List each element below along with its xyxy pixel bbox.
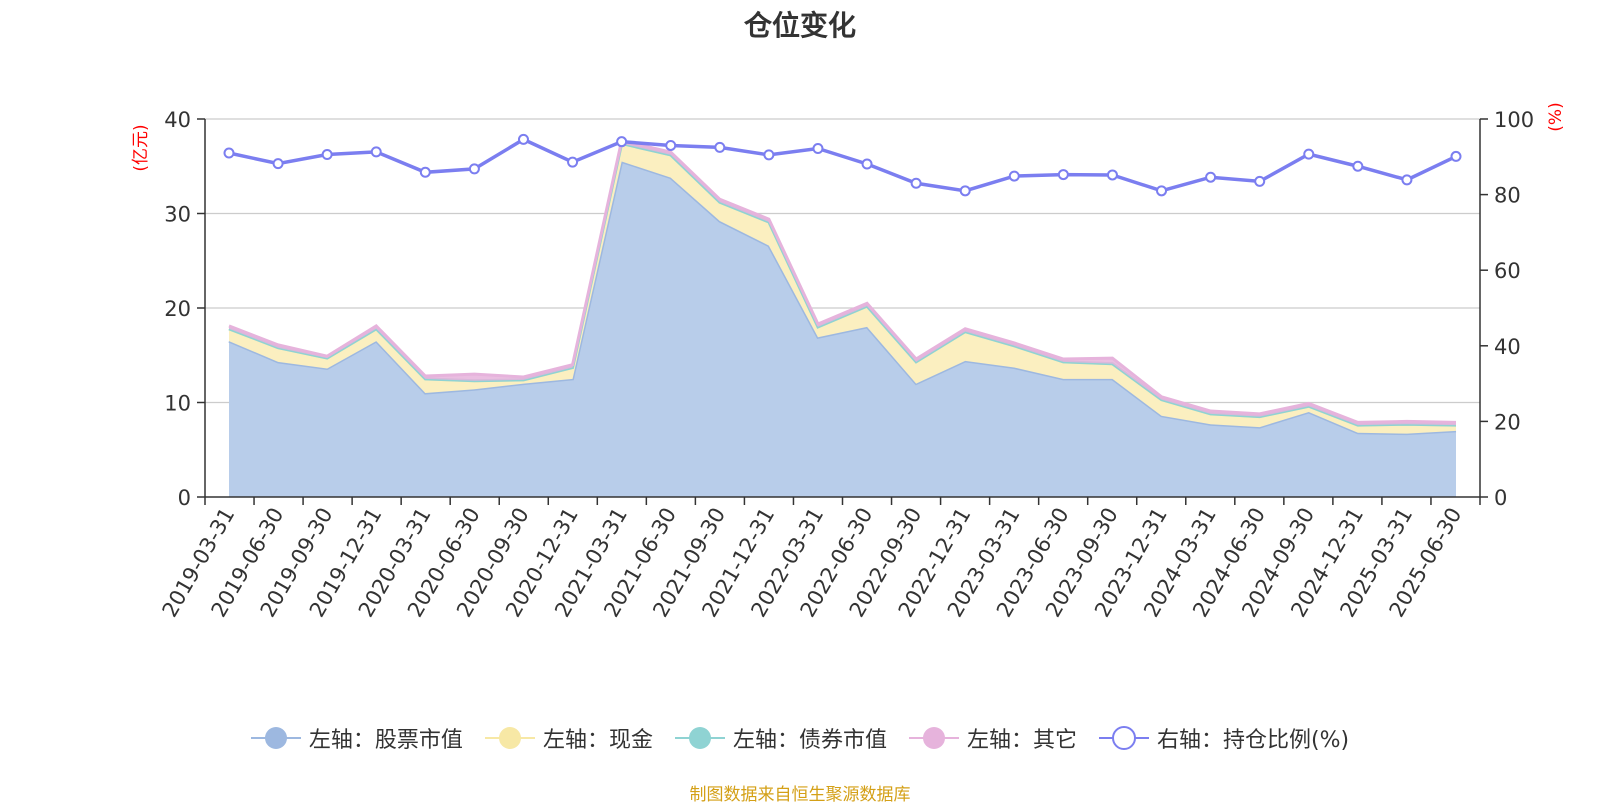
ratio-point: [370, 146, 382, 158]
ratio-point: [1156, 185, 1168, 197]
right-tick-label: 80: [1494, 184, 1521, 208]
source-note: 制图数据来自恒生聚源数据库: [689, 785, 911, 805]
ratio-point: [1008, 170, 1020, 182]
legend-marker-ratio: [1098, 726, 1149, 750]
ratio-point: [959, 185, 971, 197]
legend-item-bond[interactable]: 左轴：债券市值: [674, 722, 887, 754]
ratio-point: [419, 166, 431, 178]
legend-label: 左轴：其它: [966, 728, 1077, 753]
ratio-line: [223, 133, 1462, 197]
left-axis-unit: (亿元): [131, 124, 151, 171]
legend-label: 左轴：现金: [542, 728, 653, 753]
ratio-point: [1057, 169, 1069, 181]
ratio-point: [714, 141, 726, 153]
ratio-point: [616, 136, 628, 148]
legend-item-stock[interactable]: 左轴：股票市值: [250, 722, 463, 754]
ratio-point: [321, 149, 333, 161]
ratio-point: [812, 142, 824, 154]
right-tick-label: 40: [1494, 335, 1521, 359]
ratio-point: [1205, 171, 1217, 183]
line-bond: [228, 141, 1457, 427]
line-other: [228, 138, 1457, 424]
legend-marker-cash: [484, 727, 535, 749]
right-tick-label: 60: [1494, 259, 1521, 283]
legend: 左轴：股票市值 左轴：现金 左轴：债券市值 左轴：其它 右轴：持仓比例(%): [0, 722, 1600, 754]
legend-marker-bond: [674, 727, 725, 749]
left-tick-label: 0: [178, 486, 191, 510]
legend-item-ratio[interactable]: 右轴：持仓比例(%): [1098, 722, 1350, 754]
ratio-point: [665, 139, 677, 151]
position-change-chart: 0102030400204060801002019-03-312019-06-3…: [131, 102, 1566, 621]
ratio-point: [272, 158, 284, 170]
legend-item-other[interactable]: 左轴：其它: [908, 722, 1077, 754]
ratio-point: [517, 133, 529, 145]
area-stock: [229, 161, 1456, 497]
ratio-point: [1450, 150, 1462, 162]
ratio-point: [1303, 148, 1315, 160]
ratio-point: [1401, 174, 1413, 186]
legend-marker-other: [908, 727, 959, 749]
ratio-line-path: [228, 137, 1457, 193]
left-tick-label: 10: [164, 392, 191, 416]
ratio-point: [1254, 175, 1266, 187]
left-tick-label: 40: [164, 108, 191, 132]
stacked-areas: [228, 138, 1457, 497]
right-tick-label: 20: [1494, 410, 1521, 434]
ratio-point: [223, 147, 235, 159]
legend-label: 右轴：持仓比例(%): [1156, 728, 1350, 753]
right-axis-unit: (%): [1546, 102, 1566, 131]
left-tick-label: 20: [164, 297, 191, 321]
chart-title: 仓位变化: [743, 9, 856, 42]
right-tick-label: 0: [1494, 486, 1507, 510]
left-tick-label: 30: [164, 203, 191, 227]
legend-label: 左轴：债券市值: [732, 728, 887, 753]
ratio-point: [861, 158, 873, 170]
ratio-point: [567, 156, 579, 168]
ratio-point: [468, 163, 480, 175]
ratio-point: [763, 149, 775, 161]
legend-item-cash[interactable]: 左轴：现金: [484, 722, 653, 754]
right-tick-label: 100: [1494, 108, 1534, 132]
ratio-point: [910, 177, 922, 189]
legend-label: 左轴：股票市值: [308, 728, 463, 753]
ratio-point: [1106, 169, 1118, 181]
legend-marker-stock: [250, 727, 301, 749]
ratio-point: [1352, 160, 1364, 172]
